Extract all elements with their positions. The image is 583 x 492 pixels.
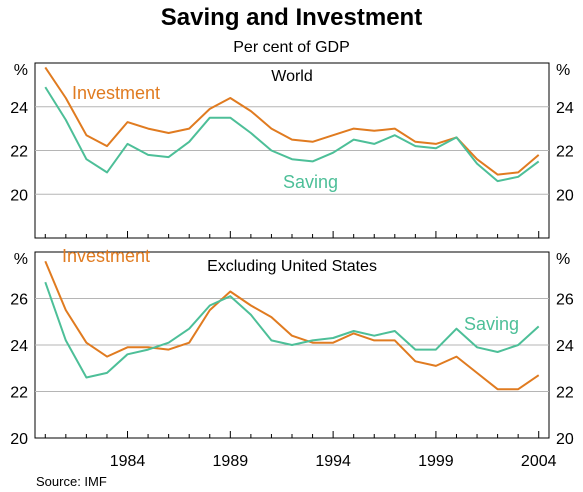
- y-tick-label-right: %: [556, 251, 570, 268]
- y-tick-label-right: 24: [556, 100, 574, 117]
- x-axis-labels: 1984 1989 1994 1999 2004: [110, 453, 557, 470]
- panel-bottom-lines: [44, 260, 540, 391]
- series-label-saving: Saving: [464, 314, 519, 334]
- panel-top-axis-labels: 20 20 22 22 24 24%%: [10, 62, 574, 204]
- panel-top-grid: [35, 106, 549, 238]
- chart-subtitle: Per cent of GDP: [233, 39, 350, 56]
- series-label-saving: Saving: [283, 172, 338, 192]
- panel-bottom-title: Excluding United States: [207, 258, 377, 275]
- x-tick-label: 1994: [315, 453, 351, 470]
- y-tick-label-left: 24: [10, 100, 28, 117]
- y-tick-label-left: 20: [10, 187, 28, 204]
- x-tick-label: 1984: [110, 453, 146, 470]
- series-label-investment: Investment: [72, 83, 160, 103]
- panel-top-title: World: [271, 68, 313, 85]
- series-line-investment: [44, 260, 540, 391]
- y-tick-label-right: 24: [556, 338, 574, 355]
- y-tick-label-right: 20: [556, 431, 574, 448]
- x-tick-label: 2004: [521, 453, 557, 470]
- y-tick-label-left: %: [14, 62, 28, 79]
- y-tick-label-left: %: [14, 251, 28, 268]
- y-tick-label-right: 20: [556, 187, 574, 204]
- x-tick-label: 1999: [418, 453, 454, 470]
- panel-top-lines: [44, 66, 540, 183]
- y-tick-label-right: 22: [556, 385, 574, 402]
- y-tick-label-left: 20: [10, 431, 28, 448]
- y-tick-label-left: 26: [10, 292, 28, 309]
- series-line-saving: [44, 86, 540, 183]
- y-tick-label-left: 24: [10, 338, 28, 355]
- y-tick-label-left: 22: [10, 385, 28, 402]
- y-tick-label-left: 22: [10, 144, 28, 161]
- series-label-investment: Investment: [62, 246, 150, 266]
- source-note: Source: IMF: [36, 474, 107, 489]
- chart-title: Saving and Investment: [161, 4, 422, 31]
- y-tick-label-right: %: [556, 62, 570, 79]
- series-line-saving: [44, 281, 540, 379]
- y-tick-label-right: 22: [556, 144, 574, 161]
- x-tick-label: 1989: [213, 453, 249, 470]
- y-tick-label-right: 26: [556, 292, 574, 309]
- panel-bottom: Excluding United States 20 20 22 22 24 24 26 26…: [10, 246, 574, 448]
- panel-bottom-axis-labels: 20 20 22 22 24 24 26 26%%: [10, 251, 574, 448]
- panel-top: World 20 20 22 22 24 24%% Investment Saving: [10, 62, 574, 239]
